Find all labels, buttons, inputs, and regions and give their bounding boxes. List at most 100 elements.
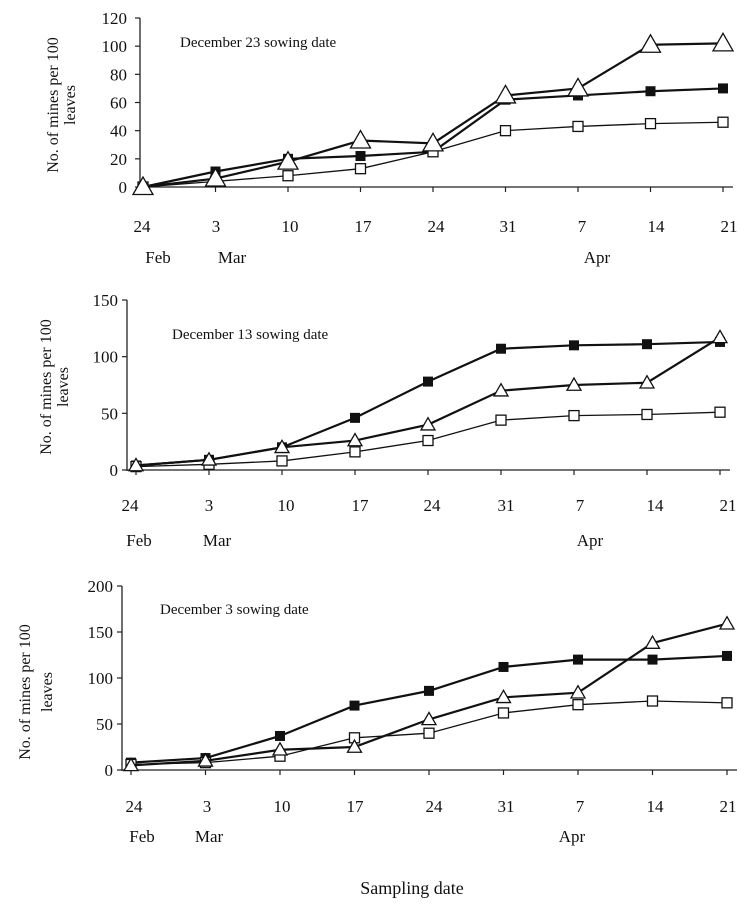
series-open-triangle: [127, 329, 729, 472]
x-tick-label: 21: [720, 797, 737, 816]
month-label: Apr: [559, 827, 586, 846]
data-point: [346, 738, 363, 753]
x-tick-label: 24: [134, 217, 152, 236]
data-point: [275, 730, 285, 741]
data-point: [495, 689, 512, 704]
data-point: [642, 339, 652, 350]
month-label: Feb: [129, 827, 155, 846]
x-tick-label: 17: [355, 217, 373, 236]
series-open-square: [137, 116, 729, 193]
month-label: Feb: [126, 531, 152, 550]
series-open-triangle: [122, 615, 736, 772]
chart-title: December 13 sowing date: [172, 327, 329, 343]
data-point: [355, 151, 366, 162]
data-point: [122, 757, 140, 772]
data-point: [568, 409, 580, 422]
month-label: Mar: [203, 531, 232, 550]
x-tick-label: 31: [498, 496, 515, 515]
series-filled-square: [126, 650, 732, 768]
series-filled-square: [131, 336, 725, 471]
data-point: [197, 752, 214, 767]
data-point: [711, 329, 729, 344]
series-line: [130, 654, 728, 764]
x-tick-label: 21: [720, 496, 737, 515]
data-point: [127, 457, 145, 472]
data-point: [492, 382, 510, 397]
data-point: [638, 374, 656, 389]
y-tick-label: 80: [110, 65, 127, 84]
data-point: [572, 699, 584, 711]
chart-panel-3: 0 50 100 150 200 24 3 10 17 24 31 7 14 21 Feb Mar Apr Dec…: [17, 577, 737, 898]
x-tick-label: 17: [347, 797, 365, 816]
data-point: [350, 412, 360, 423]
data-point: [276, 455, 288, 467]
data-point: [349, 129, 372, 149]
series-line: [135, 336, 721, 467]
chart-title: December 23 sowing date: [180, 35, 337, 51]
data-point: [569, 684, 587, 699]
y-tick-label: 50: [96, 715, 113, 734]
data-point: [718, 615, 736, 630]
data-point: [423, 376, 433, 387]
data-point: [711, 32, 735, 52]
series-open-triangle: [131, 32, 735, 196]
data-point: [644, 117, 657, 130]
month-label: Mar: [195, 827, 224, 846]
data-point: [569, 340, 579, 351]
y-tick-label: 40: [110, 122, 127, 141]
data-point: [573, 654, 583, 665]
x-tick-label: 10: [278, 496, 295, 515]
data-point: [282, 170, 294, 182]
x-tick-label: 14: [647, 496, 665, 515]
y-axis-label: No. of mines per 100leaves: [38, 319, 72, 455]
data-point: [722, 650, 732, 661]
data-point: [273, 439, 291, 454]
data-point: [565, 376, 583, 391]
x-tick-label: 10: [282, 217, 299, 236]
x-tick-label: 24: [122, 496, 140, 515]
y-tick-label: 100: [88, 669, 114, 688]
y-tick-label: 0: [105, 761, 114, 780]
data-point: [354, 163, 367, 175]
data-point: [421, 132, 445, 152]
y-tick-label: 150: [93, 291, 119, 310]
x-tick-label: 3: [205, 496, 214, 515]
y-tick-label: 100: [102, 37, 128, 56]
data-point: [494, 84, 517, 104]
data-point: [645, 86, 656, 97]
y-tick-label: 150: [88, 623, 114, 642]
data-point: [349, 700, 360, 711]
x-tick-label: 3: [203, 797, 212, 816]
x-tick-label: 7: [576, 797, 585, 816]
y-axis-label: No. of mines per 100leaves: [45, 37, 79, 173]
x-tick-label: 24: [126, 797, 144, 816]
data-point: [497, 707, 510, 719]
data-point: [423, 727, 435, 739]
data-point: [647, 654, 658, 665]
x-tick-label: 21: [721, 217, 738, 236]
x-tick-label: 24: [424, 496, 442, 515]
data-point: [499, 125, 512, 137]
data-point: [721, 697, 733, 709]
data-point: [424, 685, 434, 696]
data-point: [496, 343, 506, 354]
x-tick-label: 7: [578, 217, 587, 236]
y-tick-label: 200: [88, 577, 114, 596]
data-point: [639, 33, 662, 53]
data-point: [566, 77, 590, 97]
x-tick-label: 3: [212, 217, 221, 236]
x-axis-title: Sampling date: [360, 878, 463, 898]
data-point: [271, 741, 289, 756]
data-point: [644, 634, 661, 649]
x-tick-label: 24: [426, 797, 444, 816]
data-point: [200, 451, 218, 466]
data-point: [419, 416, 437, 431]
series-line: [135, 340, 721, 467]
x-tick-label: 7: [576, 496, 585, 515]
data-point: [714, 406, 726, 418]
x-tick-label: 14: [647, 797, 665, 816]
series-line: [142, 42, 724, 189]
data-point: [204, 167, 227, 187]
month-label: Feb: [145, 248, 171, 267]
